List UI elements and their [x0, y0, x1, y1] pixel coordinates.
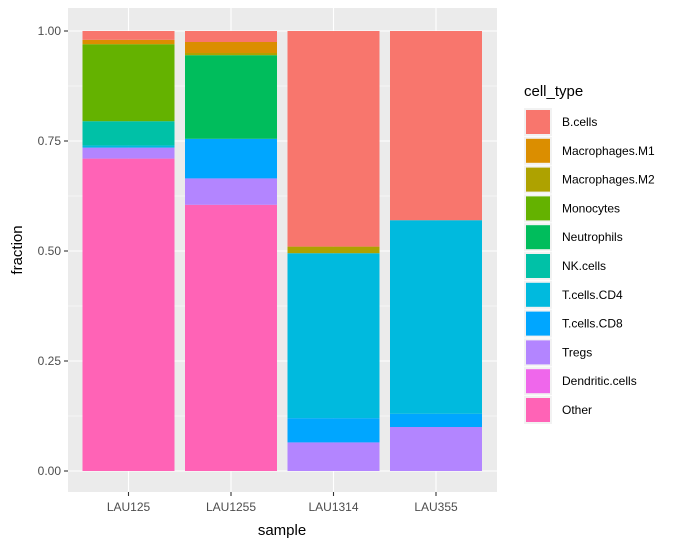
legend-items: B.cells Macrophages.M1 Macrophages.M2 Monoc…: [524, 108, 655, 424]
bar-segment: [185, 31, 277, 42]
bar-segment: [82, 44, 175, 122]
legend-item: B.cells: [524, 108, 597, 136]
x-tick-label: LAU125: [107, 500, 151, 514]
bar-segment: [185, 204, 277, 472]
legend-item: Macrophages.M1: [524, 136, 655, 165]
bar-segment: [185, 178, 277, 205]
legend-label: Dendritic.cells: [562, 374, 637, 388]
legend-item: Macrophages.M2: [524, 165, 655, 194]
legend: cell_type B.cells Macrophages.M1 Macrophag…: [524, 83, 655, 424]
legend-title: cell_type: [524, 83, 583, 100]
legend-label: Tregs: [562, 345, 592, 359]
bar-segment: [82, 39, 175, 45]
legend-swatch: [526, 225, 550, 250]
bar-segment: [82, 145, 175, 148]
y-tick-label: 0.00: [38, 464, 62, 478]
bar-segment: [82, 31, 175, 40]
bar-segment: [82, 158, 175, 471]
x-tick-label: LAU1314: [308, 500, 358, 514]
y-tick-label: 0.25: [38, 354, 62, 368]
y-tick-label: 1.00: [38, 24, 62, 38]
legend-label: B.cells: [562, 115, 597, 129]
bar-segment: [185, 53, 277, 56]
legend-swatch: [526, 369, 550, 394]
bar-segment: [287, 418, 380, 443]
bar-segment: [390, 427, 482, 471]
bar-segment: [185, 42, 277, 53]
legend-swatch: [526, 138, 550, 163]
legend-label: T.cells.CD8: [562, 317, 623, 331]
x-axis-ticks: LAU125 LAU1255 LAU1314 LAU355: [107, 492, 458, 514]
bar-segment: [287, 246, 380, 254]
bar-segment: [390, 413, 482, 427]
legend-label: Other: [562, 403, 592, 417]
bar-segment: [390, 220, 482, 414]
legend-item: Other: [524, 396, 592, 424]
legend-swatch: [526, 167, 550, 192]
y-tick-label: 0.75: [38, 134, 62, 148]
legend-item: T.cells.CD4: [524, 280, 623, 309]
bar-segment: [287, 31, 380, 247]
y-tick-label: 0.50: [38, 244, 62, 258]
legend-label: Macrophages.M1: [562, 144, 655, 158]
bar-segment: [82, 121, 175, 146]
bar-segment: [287, 442, 380, 471]
legend-swatch: [526, 254, 550, 278]
x-tick-label: LAU355: [414, 500, 458, 514]
legend-swatch: [526, 196, 550, 221]
legend-item: Neutrophils: [524, 223, 623, 252]
bar-segment: [390, 31, 482, 221]
legend-swatch: [526, 340, 550, 365]
legend-label: NK.cells: [562, 259, 606, 273]
legend-label: Neutrophils: [562, 230, 623, 244]
bar-segment: [185, 138, 277, 179]
legend-swatch: [526, 311, 550, 336]
legend-swatch: [526, 110, 550, 134]
y-axis-title: fraction: [9, 225, 26, 274]
legend-swatch: [526, 282, 550, 307]
y-axis-ticks: 0.00 0.25 0.50 0.75 1.00: [38, 24, 68, 478]
bars: [82, 31, 482, 472]
legend-label: Macrophages.M2: [562, 173, 655, 187]
x-tick-label: LAU1255: [206, 500, 256, 514]
bar-segment: [287, 253, 380, 419]
legend-item: T.cells.CD8: [524, 309, 623, 338]
legend-label: T.cells.CD4: [562, 288, 623, 302]
bar-segment: [82, 147, 175, 159]
x-axis-title: sample: [258, 522, 306, 539]
legend-item: Tregs: [524, 338, 592, 367]
legend-item: Monocytes: [524, 194, 620, 223]
legend-item: Dendritic.cells: [524, 367, 637, 396]
legend-item: NK.cells: [524, 252, 606, 280]
legend-label: Monocytes: [562, 201, 620, 215]
bar-segment: [185, 55, 277, 139]
legend-swatch: [526, 398, 550, 422]
